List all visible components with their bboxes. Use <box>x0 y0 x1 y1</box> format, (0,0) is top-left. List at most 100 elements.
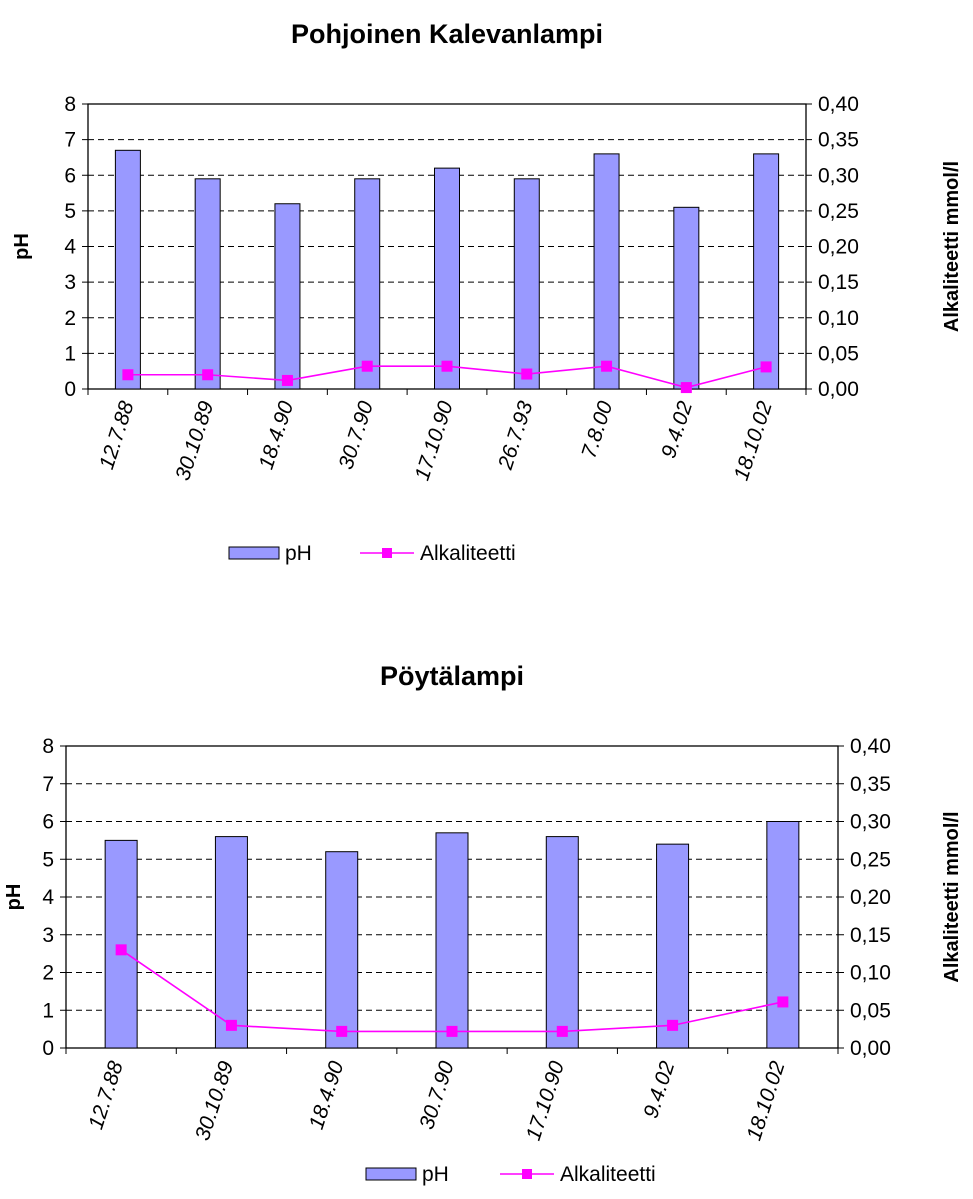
y2-tick-label: 0,20 <box>818 236 859 259</box>
point-alkaliteetti <box>225 1019 237 1031</box>
bar-ph <box>766 821 800 1049</box>
y2-tick-label: 0,10 <box>818 307 859 330</box>
point-alkaliteetti <box>281 374 293 386</box>
point-alkaliteetti <box>441 360 453 372</box>
y2-tick-label: 0,05 <box>818 342 859 365</box>
y-tick-label: 0 <box>64 378 76 401</box>
x-tick-label: 30.7.90 <box>334 398 378 472</box>
y2-tick-label: 0,25 <box>850 848 891 871</box>
point-alkaliteetti <box>556 1025 568 1037</box>
legend-marker-alkaliteetti <box>522 1169 532 1179</box>
x-tick-label: 18.4.90 <box>305 1058 349 1132</box>
y2-tick-label: 0,30 <box>818 164 859 187</box>
chart-svg: Pöytälampi 0 1 2 3 4 5 6 7 8 0,00 0,05 0,10 0,15 0,20 0… <box>3 661 963 1186</box>
y-tick-label: 8 <box>42 735 54 758</box>
x-tick-label: 30.10.89 <box>171 398 218 483</box>
y2-tick-label: 0,10 <box>850 962 891 985</box>
x-tick-label: 17.10.90 <box>411 398 458 483</box>
bar-ph <box>434 167 460 390</box>
y2-tick-label: 0,35 <box>850 773 891 796</box>
x-tick-label: 7.8.00 <box>577 398 617 461</box>
point-alkaliteetti <box>202 369 214 381</box>
legend-swatch-ph <box>365 1167 417 1181</box>
y2-tick-label: 0,05 <box>850 999 891 1022</box>
y2-axis-label: Alkaliteetti mmol/l <box>941 811 963 982</box>
y-tick-label: 7 <box>42 773 54 796</box>
x-tick-label: 26.7.93 <box>494 398 538 473</box>
y2-tick-label: 0,15 <box>818 271 859 294</box>
bar-ph <box>593 153 620 390</box>
bar-ph <box>673 206 700 390</box>
point-alkaliteetti <box>122 369 134 381</box>
point-alkaliteetti <box>601 360 613 372</box>
legend-label-alkaliteetti: Alkaliteetti <box>560 1163 656 1186</box>
point-alkaliteetti <box>361 360 373 372</box>
x-tick-label: 9.4.02 <box>639 1058 679 1121</box>
legend-label-ph: pH <box>422 1163 449 1186</box>
chart-title: Pohjoinen Kalevanlampi <box>291 19 603 49</box>
chart-poytalampi: Pöytälampi 0 1 2 3 4 5 6 7 8 0,00 0,05 0,10 0,15 0,20 0… <box>0 640 973 1199</box>
x-tick-label: 12.7.88 <box>84 1058 128 1132</box>
bar-ph <box>545 836 579 1049</box>
bar-ph <box>214 836 248 1049</box>
point-alkaliteetti <box>115 944 127 956</box>
y2-tick-label: 0,40 <box>850 735 891 758</box>
y2-tick-label: 0,15 <box>850 924 891 947</box>
bar-ph <box>753 153 780 390</box>
y-tick-label: 8 <box>64 93 76 116</box>
legend-label-alkaliteetti: Alkaliteetti <box>420 542 516 565</box>
y-tick-label: 5 <box>42 848 54 871</box>
bar-ph <box>274 203 301 390</box>
bar-ph <box>104 839 138 1049</box>
bar-ph <box>325 851 359 1049</box>
legend-label-ph: pH <box>285 542 312 565</box>
chart-title: Pöytälampi <box>380 661 524 691</box>
y-tick-label: 2 <box>64 307 76 330</box>
y-tick-label: 7 <box>64 129 76 152</box>
y2-tick-label: 0,20 <box>850 886 891 909</box>
y-tick-label: 1 <box>42 999 54 1022</box>
y2-tick-label: 0,30 <box>850 811 891 834</box>
bar-ph <box>114 149 141 390</box>
point-alkaliteetti <box>777 996 789 1008</box>
x-tick-label: 18.10.02 <box>742 1058 789 1143</box>
y-tick-label: 3 <box>64 271 76 294</box>
y2-tick-label: 0,40 <box>818 93 859 116</box>
point-alkaliteetti <box>680 382 692 394</box>
x-tick-label: 30.10.89 <box>191 1058 238 1143</box>
x-tick-label: 18.10.02 <box>730 398 777 483</box>
chart-pohjoinen-kalevanlampi: Pohjoinen Kalevanlampi 0 1 2 3 4 5 6 7 8 0,00 0,05 0… <box>11 19 963 565</box>
bar-ph <box>194 178 221 390</box>
x-tick-label: 9.4.02 <box>657 398 697 461</box>
point-alkaliteetti <box>446 1025 458 1037</box>
y2-tick-label: 0,25 <box>818 200 859 223</box>
y-tick-label: 6 <box>64 164 76 187</box>
chart-svg: Pohjoinen Kalevanlampi 0 1 2 3 4 5 6 7 8 0,00 0,05 0… <box>11 19 963 565</box>
point-alkaliteetti <box>760 361 772 373</box>
point-alkaliteetti <box>667 1019 679 1031</box>
y-axis-label: pH <box>11 233 33 260</box>
x-tick-label: 18.4.90 <box>255 398 299 472</box>
y-tick-label: 4 <box>42 886 54 909</box>
point-alkaliteetti <box>521 368 533 380</box>
y-tick-label: 4 <box>64 236 76 259</box>
y-tick-label: 6 <box>42 811 54 834</box>
x-tick-label: 17.10.90 <box>522 1058 569 1143</box>
y-tick-label: 2 <box>42 962 54 985</box>
x-tick-label: 30.7.90 <box>415 1058 459 1132</box>
y-tick-label: 5 <box>64 200 76 223</box>
bar-ph <box>354 178 381 390</box>
bar-ph <box>513 178 540 390</box>
bar-ph <box>656 843 690 1049</box>
bar-ph <box>435 832 469 1049</box>
y-tick-label: 3 <box>42 924 54 947</box>
x-tick-label: 12.7.88 <box>95 398 139 472</box>
y2-tick-label: 0,00 <box>850 1037 891 1060</box>
y2-tick-label: 0,35 <box>818 129 859 152</box>
y-tick-label: 0 <box>42 1037 54 1060</box>
y-axis-label: pH <box>3 884 25 911</box>
legend-marker-alkaliteetti <box>382 548 392 558</box>
point-alkaliteetti <box>336 1025 348 1037</box>
legend-swatch-ph <box>228 546 280 560</box>
y2-axis-label: Alkaliteetti mmol/l <box>941 161 963 332</box>
